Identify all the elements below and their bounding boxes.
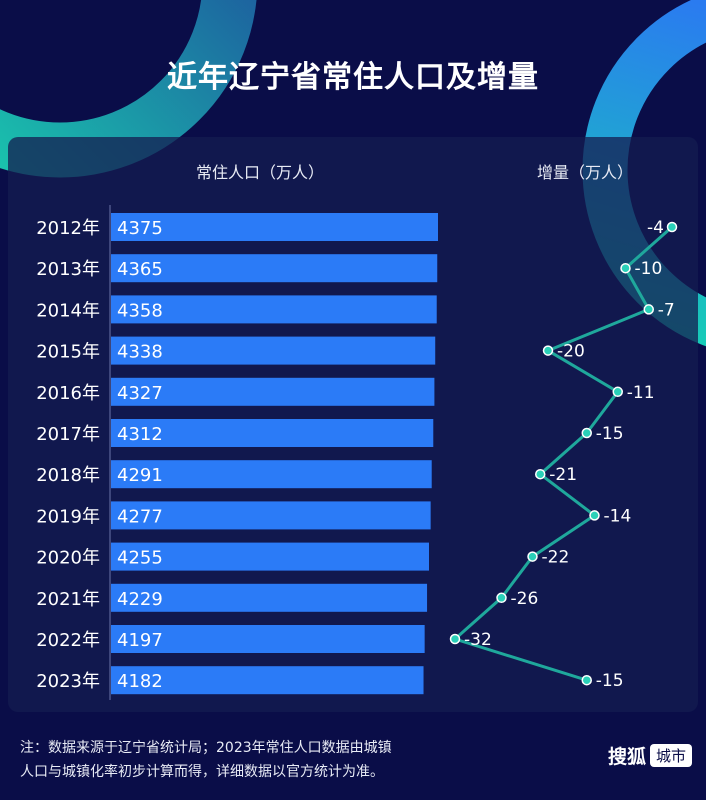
bar xyxy=(111,254,438,283)
category-label: 2016年 xyxy=(36,383,100,404)
category-label: 2020年 xyxy=(36,548,100,569)
increment-point xyxy=(581,674,592,686)
increment-point xyxy=(449,633,461,645)
increment-point xyxy=(589,510,600,521)
logo-text: 搜狐 xyxy=(607,746,646,768)
bar-chart-title: 常住人口（万人） xyxy=(196,163,324,182)
bar-value-label: 4197 xyxy=(117,630,163,651)
increment-value-label: -15 xyxy=(596,424,624,444)
bar-value-label: 4312 xyxy=(117,424,163,445)
increment-value-label: -21 xyxy=(549,465,577,485)
bar-value-label: 4229 xyxy=(117,589,163,610)
bar-value-label: 4375 xyxy=(117,218,163,239)
chart-title: 近年辽宁省常住人口及增量 xyxy=(167,60,539,95)
increment-value-label: -15 xyxy=(596,671,624,691)
bar-value-label: 4291 xyxy=(117,465,163,486)
increment-point xyxy=(581,427,592,439)
increment-point xyxy=(620,262,631,274)
increment-point xyxy=(542,345,554,356)
increment-point xyxy=(527,551,538,562)
increment-value-label: -32 xyxy=(464,630,492,650)
bar xyxy=(111,295,437,324)
increment-value-label: -7 xyxy=(658,300,675,320)
bar xyxy=(111,460,432,489)
increment-value-label: -4 xyxy=(647,218,664,238)
line-chart-title: 增量（万人） xyxy=(537,163,633,182)
bar-value-label: 4277 xyxy=(117,506,163,527)
increment-value-label: -10 xyxy=(635,259,663,279)
increment-value-label: -22 xyxy=(542,548,570,568)
footnote: 注：数据来源于辽宁省统计局；2023年常住人口数据由城镇 人口与城镇化率初步计算… xyxy=(20,736,392,784)
bar xyxy=(111,377,435,406)
category-label: 2023年 xyxy=(36,671,100,692)
footnote-line-2: 人口与城镇化率初步计算而得，详细数据以官方统计为准。 xyxy=(20,764,384,780)
bar-value-label: 4365 xyxy=(117,259,163,280)
increment-point xyxy=(612,386,623,398)
footnote-line-1: 注：数据来源于辽宁省统计局；2023年常住人口数据由城镇 xyxy=(20,740,392,756)
bar-value-label: 4338 xyxy=(117,342,163,363)
increment-value-label: -26 xyxy=(511,589,539,609)
increment-value-label: -14 xyxy=(604,506,632,526)
bar xyxy=(111,625,425,653)
bar xyxy=(111,336,436,365)
category-label: 2014年 xyxy=(36,300,100,321)
increment-point xyxy=(643,304,654,315)
increment-point xyxy=(666,221,678,233)
increment-point xyxy=(496,592,507,604)
bar-value-label: 4327 xyxy=(117,383,163,404)
sohu-city-logo: 搜狐 城市 xyxy=(608,742,692,769)
category-label: 2022年 xyxy=(36,630,100,651)
increment-line xyxy=(452,225,673,682)
bar-value-label: 4358 xyxy=(117,300,163,321)
category-label: 2019年 xyxy=(36,506,100,527)
category-label: 2015年 xyxy=(36,342,100,363)
bar xyxy=(111,583,428,612)
category-label: 2017年 xyxy=(36,424,100,445)
bar xyxy=(111,542,430,571)
increment-value-label: -20 xyxy=(557,342,585,362)
bar xyxy=(111,501,431,530)
category-label: 2012年 xyxy=(36,218,100,239)
bar xyxy=(111,666,424,695)
bar xyxy=(111,213,438,241)
increment-value-label: -11 xyxy=(627,383,655,403)
logo-tag: 城市 xyxy=(649,744,692,767)
category-label: 2018年 xyxy=(36,465,100,486)
category-label: 2013年 xyxy=(36,259,100,280)
category-label: 2021年 xyxy=(36,589,100,610)
bar-value-label: 4182 xyxy=(117,671,163,692)
increment-point xyxy=(535,468,546,480)
bar xyxy=(111,419,434,447)
bar-value-label: 4255 xyxy=(117,548,163,569)
